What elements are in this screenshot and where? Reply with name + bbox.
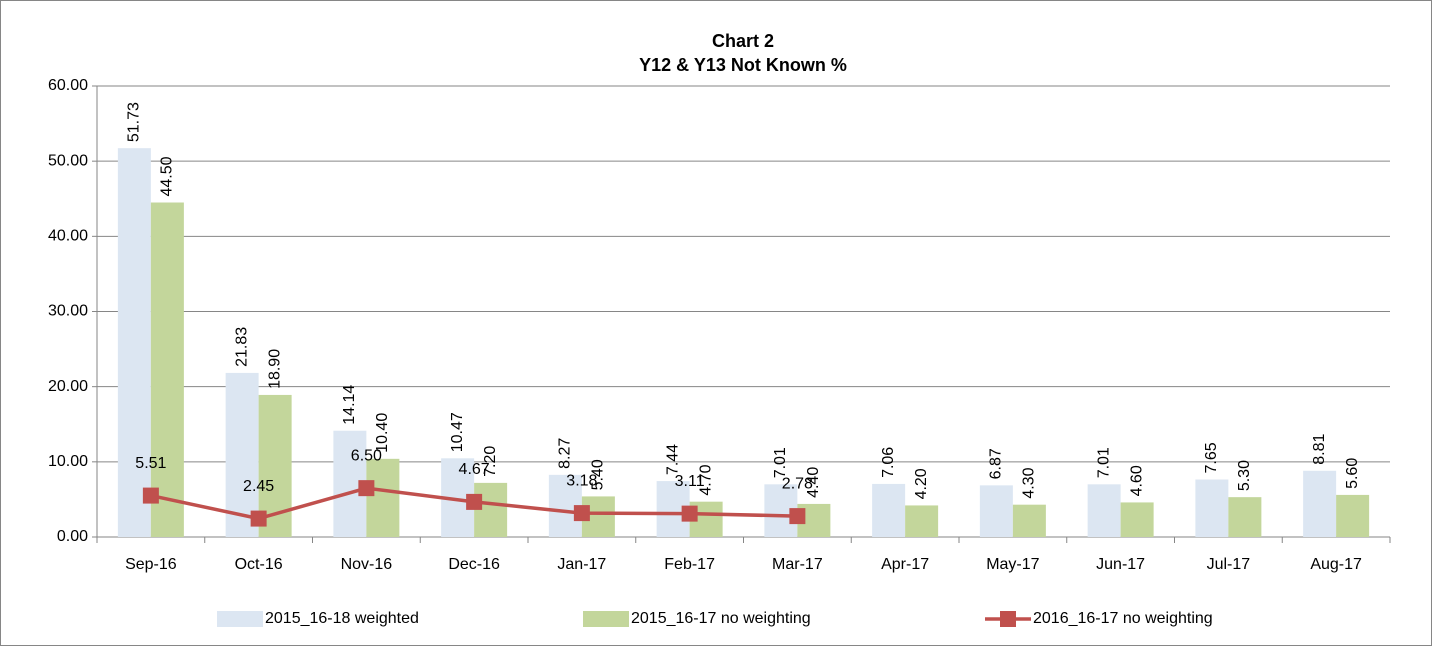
- data-label: 8.27: [557, 438, 574, 469]
- x-tick-label: Sep-16: [125, 556, 177, 573]
- chart-title: Chart 2: [712, 31, 774, 51]
- data-label: 18.90: [266, 349, 283, 389]
- x-tick-label: Mar-17: [772, 556, 823, 573]
- line-marker: [789, 508, 806, 525]
- data-label: 6.87: [988, 448, 1005, 479]
- line-marker: [573, 505, 590, 522]
- line-marker: [142, 487, 159, 504]
- data-label: 5.40: [590, 459, 607, 490]
- y-tick-label: 60.00: [48, 77, 88, 94]
- data-label: 3.18: [566, 472, 597, 489]
- bar: [905, 505, 939, 537]
- data-label: 4.40: [805, 467, 822, 498]
- bar: [1336, 494, 1370, 537]
- data-label: 8.81: [1311, 434, 1328, 465]
- x-tick-label: Feb-17: [664, 556, 715, 573]
- legend-label: 2016_16-17 no weighting: [1033, 610, 1213, 627]
- bar: [979, 485, 1013, 537]
- x-tick-label: May-17: [986, 556, 1039, 573]
- bar: [474, 482, 508, 537]
- data-label: 2.45: [243, 478, 274, 495]
- x-tick-label: Jan-17: [557, 556, 606, 573]
- data-label: 14.14: [341, 385, 358, 425]
- data-label: 5.30: [1236, 460, 1253, 491]
- bar: [1195, 479, 1229, 537]
- x-tick-label: Oct-16: [235, 556, 283, 573]
- bar: [1087, 484, 1121, 537]
- y-tick-label: 20.00: [48, 378, 88, 395]
- line-marker: [250, 510, 267, 527]
- data-label: 5.60: [1344, 458, 1361, 489]
- line-marker: [358, 480, 375, 497]
- bar: [1228, 497, 1262, 537]
- data-label: 44.50: [159, 156, 176, 196]
- x-tick-label: Jun-17: [1096, 556, 1145, 573]
- bar: [1012, 504, 1046, 537]
- data-label: 2.78: [782, 475, 813, 492]
- x-tick-label: Apr-17: [881, 556, 929, 573]
- y-tick-label: 40.00: [48, 228, 88, 245]
- data-label: 21.83: [233, 327, 250, 367]
- data-label: 4.20: [913, 468, 930, 499]
- data-label: 3.11: [675, 473, 705, 490]
- data-label: 7.06: [880, 447, 897, 478]
- data-label: 7.20: [482, 446, 499, 477]
- x-tick-label: Aug-17: [1310, 556, 1362, 573]
- y-tick-label: 0.00: [57, 528, 88, 545]
- y-tick-label: 30.00: [48, 303, 88, 320]
- bar: [150, 202, 184, 537]
- data-label: 4.70: [697, 464, 714, 495]
- bar: [366, 458, 400, 537]
- data-label: 51.73: [126, 102, 143, 142]
- legend-swatch: [1000, 611, 1016, 627]
- data-label: 7.65: [1203, 442, 1220, 473]
- data-label: 4.30: [1021, 467, 1038, 498]
- data-label: 5.51: [135, 455, 166, 472]
- bar: [872, 483, 906, 537]
- data-label: 4.60: [1128, 465, 1145, 496]
- bar: [1303, 470, 1337, 537]
- x-tick-label: Jul-17: [1207, 556, 1251, 573]
- data-label: 7.44: [664, 444, 681, 475]
- x-tick-label: Dec-16: [448, 556, 500, 573]
- y-tick-label: 10.00: [48, 453, 88, 470]
- bar: [1120, 502, 1154, 537]
- chart-subtitle: Y12 & Y13 Not Known %: [639, 55, 847, 75]
- y-tick-label: 50.00: [48, 152, 88, 169]
- line-marker: [466, 493, 483, 510]
- x-tick-label: Nov-16: [341, 556, 393, 573]
- legend-swatch: [217, 611, 263, 627]
- bar: [225, 372, 259, 537]
- bar: [117, 148, 151, 537]
- data-label: 7.01: [1095, 447, 1112, 478]
- data-label: 4.67: [459, 461, 490, 478]
- legend-swatch: [583, 611, 629, 627]
- data-label: 10.47: [449, 412, 466, 452]
- legend-label: 2015_16-18 weighted: [265, 610, 419, 627]
- data-label: 10.40: [374, 413, 391, 453]
- data-label: 6.50: [351, 447, 382, 464]
- line-marker: [681, 505, 698, 522]
- data-label: 7.01: [772, 447, 789, 478]
- legend-label: 2015_16-17 no weighting: [631, 610, 811, 627]
